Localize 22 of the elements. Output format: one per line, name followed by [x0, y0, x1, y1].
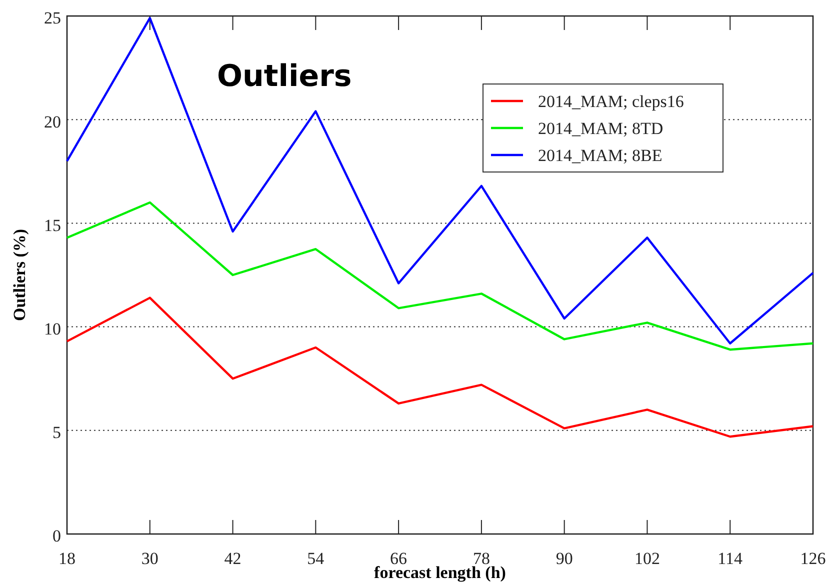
x-tick-label: 90 — [556, 549, 573, 568]
line-series — [66, 201, 814, 351]
legend-label: 2014_MAM; 8BE — [538, 146, 662, 165]
x-tick-label: 30 — [141, 549, 158, 568]
y-tick-label: 0 — [52, 526, 61, 546]
x-tick-label: 42 — [224, 549, 242, 568]
text: Outliers — [217, 59, 352, 94]
y-tick-label: 5 — [52, 423, 61, 442]
line-series — [66, 16, 814, 344]
y-tick-label: 20 — [44, 112, 61, 132]
y-tick-label: 15 — [44, 216, 61, 235]
legend-label: 2014_MAM; cleps16 — [538, 92, 684, 111]
x-tick-label: 102 — [634, 549, 660, 568]
y-tick-label: 10 — [44, 319, 61, 338]
x-tick-label: 18 — [58, 549, 76, 568]
x-tick-label: 114 — [718, 549, 744, 568]
x-tick-label: 126 — [800, 549, 826, 568]
legend-label: 2014_MAM; 8TD — [538, 118, 664, 138]
y-axis-title: Outliers (%) — [10, 228, 29, 322]
y-tick-label: 25 — [44, 8, 61, 28]
x-tick-label: 54 — [307, 549, 325, 568]
line-series — [66, 296, 814, 438]
